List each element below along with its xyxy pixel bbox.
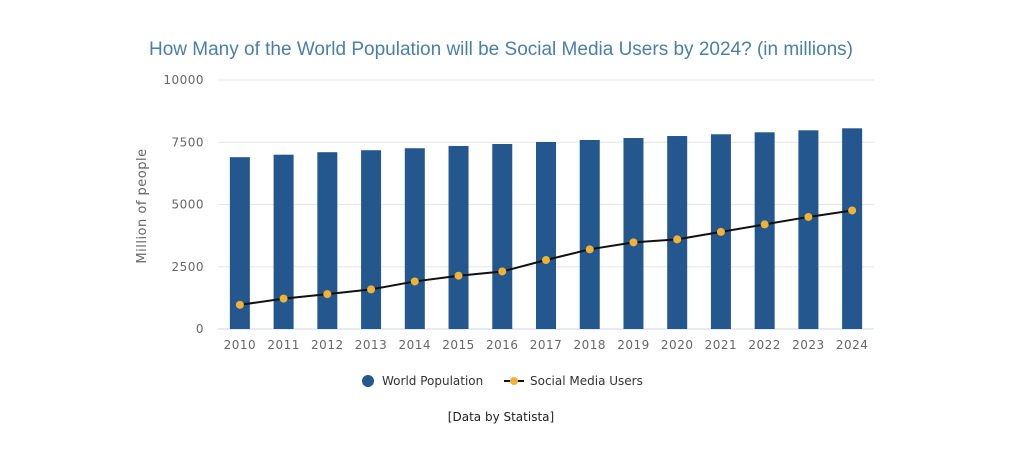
legend-marker-social-media-users — [510, 377, 518, 385]
y-tick-label: 10000 — [163, 73, 204, 87]
y-tick-label: 2500 — [171, 260, 204, 274]
y-tick-label: 0 — [196, 322, 204, 336]
x-tick-label: 2019 — [617, 338, 650, 352]
point-social-media-users — [629, 238, 638, 247]
bar-world-population — [798, 130, 819, 329]
bars-world-population — [229, 128, 863, 329]
x-tick-label: 2016 — [486, 338, 519, 352]
x-tick-label: 2024 — [836, 338, 869, 352]
y-tick-label: 7500 — [171, 135, 204, 149]
x-tick-label: 2022 — [748, 338, 781, 352]
y-tick-label: 5000 — [171, 198, 204, 212]
x-tick-label: 2011 — [267, 338, 300, 352]
bar-world-population — [404, 148, 425, 329]
x-tick-label: 2012 — [311, 338, 344, 352]
bar-world-population — [361, 150, 382, 329]
bar-world-population — [229, 157, 250, 329]
bar-world-population — [536, 142, 556, 329]
point-social-media-users — [367, 285, 376, 294]
x-tick-label: 2023 — [792, 338, 825, 352]
point-social-media-users — [716, 227, 725, 236]
legend-label-world-population: World Population — [382, 374, 483, 388]
x-tick-label: 2010 — [224, 338, 257, 352]
point-social-media-users — [585, 245, 594, 254]
point-social-media-users — [498, 267, 507, 276]
bar-world-population — [754, 132, 775, 329]
point-social-media-users — [279, 294, 288, 303]
source-note: [Data by Statista] — [448, 410, 554, 424]
bar-world-population — [448, 145, 469, 329]
point-social-media-users — [848, 206, 857, 215]
bar-world-population — [273, 154, 294, 329]
x-tick-label: 2017 — [530, 338, 563, 352]
bar-world-population — [492, 143, 513, 329]
x-tick-label: 2015 — [442, 338, 475, 352]
bar-world-population — [667, 136, 688, 329]
point-social-media-users — [323, 290, 332, 299]
x-tick-label: 2018 — [573, 338, 606, 352]
x-tick-label: 2014 — [399, 338, 432, 352]
x-axis-ticks: 2010 2011 2012 2013 2014 2015 2016 2017 2018 2019… — [224, 338, 869, 352]
bar-world-population — [623, 138, 644, 329]
chart-title: How Many of the World Population will be… — [149, 39, 853, 60]
x-tick-label: 2013 — [355, 338, 388, 352]
point-social-media-users — [804, 212, 813, 221]
point-social-media-users — [760, 220, 769, 229]
y-axis-label: Million of people — [135, 148, 150, 263]
y-axis-ticks: 0 2500 5000 7500 10000 — [163, 73, 204, 336]
point-social-media-users — [454, 271, 463, 280]
point-social-media-users — [542, 256, 550, 265]
point-social-media-users — [673, 235, 682, 244]
bar-world-population — [317, 152, 338, 329]
line-social-media-users — [235, 206, 857, 309]
x-tick-label: 2021 — [705, 338, 738, 352]
bar-world-population — [842, 128, 863, 329]
point-social-media-users — [410, 277, 419, 286]
x-tick-label: 2020 — [661, 338, 694, 352]
legend-marker-world-population — [362, 375, 374, 387]
legend: World Population Social Media Users — [362, 374, 643, 388]
legend-label-social-media-users: Social Media Users — [530, 374, 643, 388]
bar-world-population — [579, 140, 600, 329]
point-social-media-users — [235, 300, 244, 309]
